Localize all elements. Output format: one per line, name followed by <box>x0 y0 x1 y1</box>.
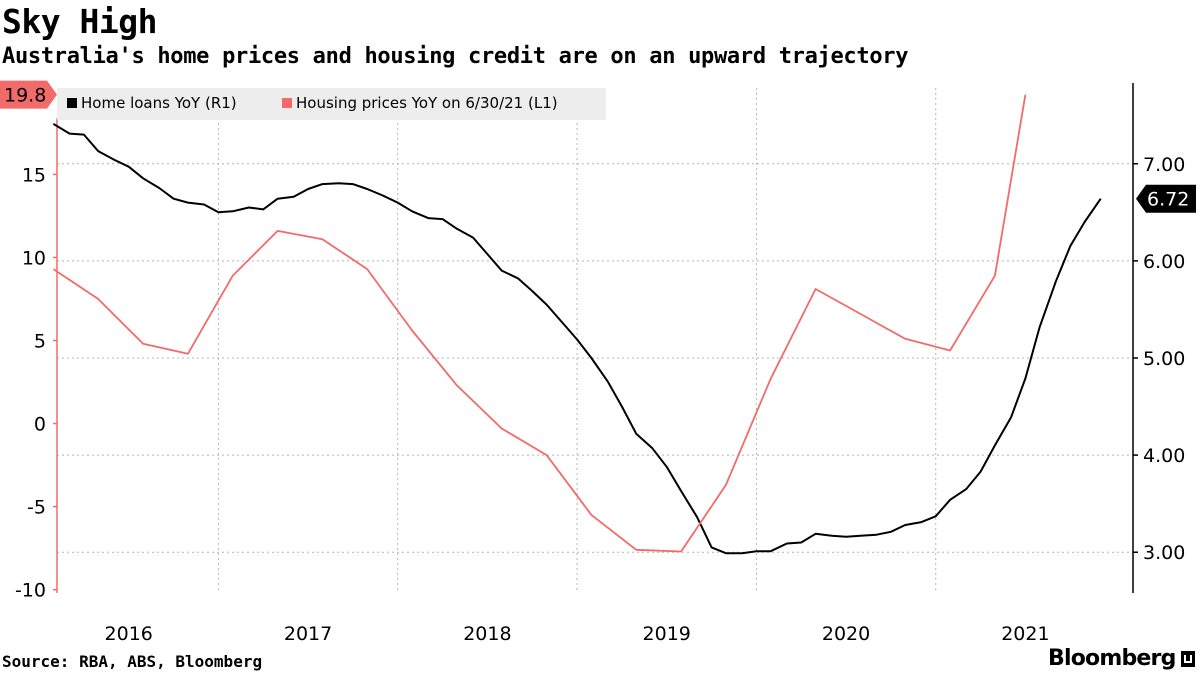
housing-prices-line <box>52 94 1027 553</box>
left-axis-tick-label: 0 <box>34 414 46 436</box>
legend-swatch-home-loans <box>67 98 77 108</box>
x-axis-tick-label: 2017 <box>284 623 332 645</box>
source-note: Source: RBA, ABS, Bloomberg <box>2 652 263 671</box>
left-axis-tick-label: -5 <box>27 497 46 519</box>
right-axis-tick-label: 6.00 <box>1143 251 1185 273</box>
housing-prices-value-label: 19.8 <box>4 85 46 107</box>
right-axis-tick-label: 7.00 <box>1143 154 1185 176</box>
right-axis-tick-label: 3.00 <box>1143 542 1185 564</box>
housing-prices-value-flag <box>0 80 57 109</box>
right-axis-tick-label: 5.00 <box>1143 348 1185 370</box>
x-axis-tick-label: 2020 <box>822 623 870 645</box>
chart-subtitle: Australia's home prices and housing cred… <box>2 44 909 69</box>
home-loans-value-flag <box>1136 184 1196 213</box>
right-axis-tick-label: 4.00 <box>1143 445 1185 467</box>
terminal-icon <box>1181 651 1195 667</box>
x-axis-tick-label: 2019 <box>643 623 691 645</box>
home-loans-value-label: 6.72 <box>1147 189 1189 211</box>
left-axis-tick-label: 15 <box>22 164 46 186</box>
legend-label-home-loans: Home loans YoY (R1) <box>81 94 237 112</box>
home-loans-line <box>52 123 1102 555</box>
grid-layer <box>57 88 1133 593</box>
left-axis-tick-label: 5 <box>34 331 46 353</box>
legend: Home loans YoY (R1) Housing prices YoY on… <box>57 88 606 120</box>
axis-layer: 15 10 5 0 -5 -10 7.00 6.00 5.00 4.00 3.00 2016 2017 2… <box>15 83 1185 645</box>
legend-swatch-housing-prices <box>282 98 292 108</box>
chart-title: Sky High <box>2 2 157 41</box>
series-layer <box>52 94 1102 555</box>
bloomberg-logo: Bloomberg <box>1048 646 1176 671</box>
x-axis-tick-label: 2018 <box>463 623 511 645</box>
x-axis-tick-label: 2016 <box>105 623 153 645</box>
x-axis-tick-label: 2021 <box>1001 623 1049 645</box>
legend-label-housing-prices: Housing prices YoY on 6/30/21 (L1) <box>296 94 558 112</box>
label-layer: 19.8 6.72 <box>0 80 1196 213</box>
legend-background <box>57 88 606 120</box>
left-axis-tick-label: -10 <box>15 580 46 602</box>
left-axis-tick-label: 10 <box>22 247 46 269</box>
